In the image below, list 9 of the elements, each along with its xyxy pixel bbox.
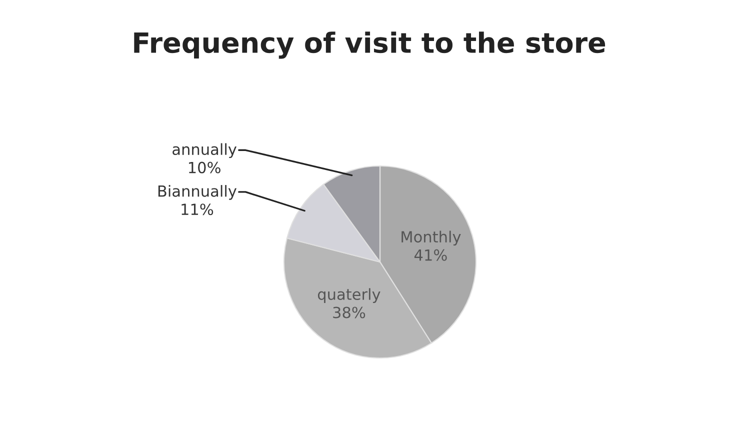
slice-label: quaterly — [318, 288, 380, 303]
data-label: 38% — [333, 306, 366, 318]
data-label: 41% — [414, 249, 447, 261]
chart-title: Frequency of visit to the store — [134, 32, 606, 59]
slice-label: Monthly — [402, 230, 461, 246]
data-label: 11% — [182, 204, 214, 216]
data-label: 10% — [189, 162, 220, 174]
slice-label: annually — [172, 143, 237, 158]
slice-label: Biannually — [158, 185, 237, 200]
